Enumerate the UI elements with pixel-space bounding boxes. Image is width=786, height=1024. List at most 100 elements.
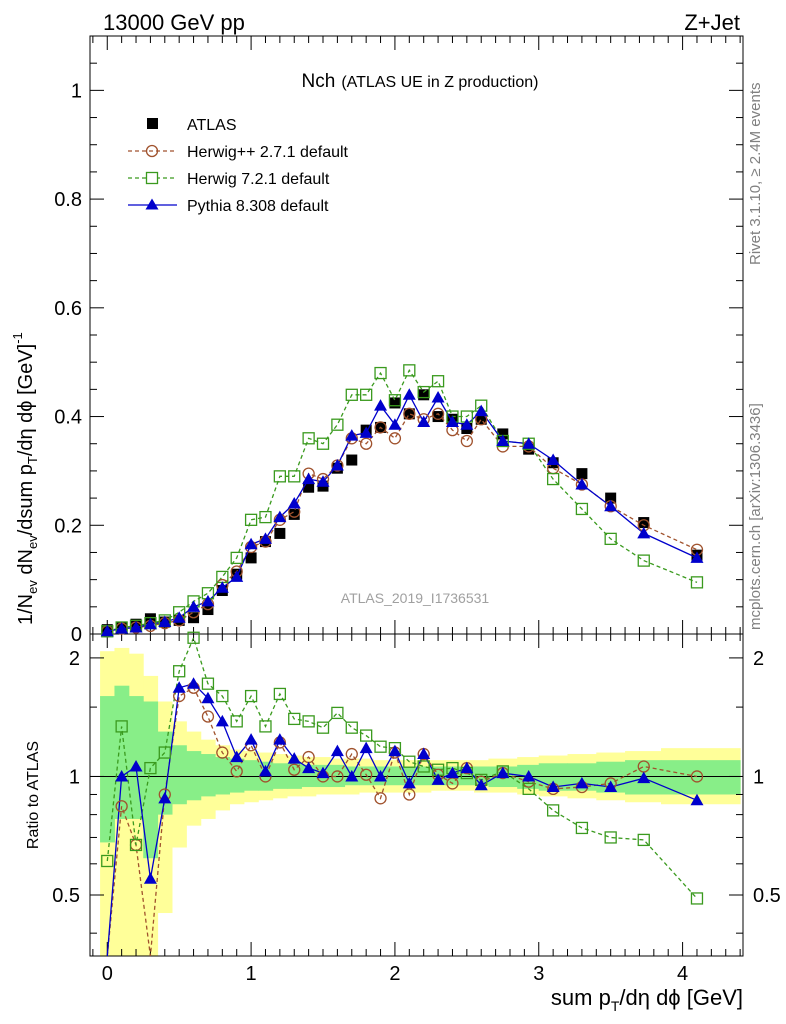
pythia-point — [302, 472, 316, 485]
ratio-herwig7-point — [331, 706, 344, 720]
ratio-pythia-point — [201, 691, 215, 704]
ratio-herwig7-point — [259, 720, 272, 733]
ratio-herwig7-point — [637, 833, 650, 847]
atlas-data-point — [288, 508, 300, 520]
atlas-data-point — [418, 389, 430, 401]
atlas-data-point — [605, 492, 617, 504]
pythia-point — [359, 426, 373, 438]
ratio-pythia-point — [115, 769, 129, 782]
herwig7-point — [345, 388, 358, 401]
plot-title: Nch (ATLAS UE in Z production) — [302, 71, 539, 92]
ratio-pythia-point — [215, 714, 229, 727]
side-text-top: Rivet 3.1.10, ≥ 2.4M events — [747, 83, 764, 266]
ratio-herwig7-point — [115, 720, 128, 733]
ratio-herwig7-point — [316, 721, 330, 734]
herwig7-point — [316, 437, 330, 450]
pythia-point — [496, 434, 510, 447]
header-right: Z+Jet — [684, 10, 740, 35]
ratio-pythia-point — [129, 759, 143, 772]
ratio-herwig7-point — [216, 689, 229, 703]
herwigpp-point — [431, 407, 445, 420]
ratio-pythia-point — [637, 771, 651, 784]
herwigpp-point — [374, 421, 387, 434]
ratio-pythia-point — [273, 733, 287, 745]
ratio-pythia-point — [496, 766, 510, 779]
atlas-data-point — [346, 454, 358, 466]
ratio-band-green — [114, 685, 130, 819]
herwig7-point — [546, 472, 560, 486]
pythia-point — [129, 620, 143, 633]
ratio-herwigpp-point — [360, 768, 373, 781]
ratio-herwigpp-point — [331, 770, 344, 783]
x-tick-label: 0 — [102, 963, 113, 985]
pythia-point — [522, 437, 536, 449]
pythia-point — [345, 429, 359, 441]
ratio-herwigpp-point — [345, 747, 358, 761]
ratio-band-green — [215, 757, 231, 795]
ratio-pythia-point — [287, 752, 301, 764]
ratio-band-green — [229, 758, 245, 793]
legend-pythia-label: Pythia 8.308 default — [187, 198, 329, 215]
atlas-data-point — [274, 527, 286, 539]
ratio-band-green — [128, 696, 144, 819]
header-left: 13000 GeV pp — [103, 10, 245, 35]
ratio-tick-label-right: 2 — [753, 648, 764, 670]
ratio-tick-label-right: 0.5 — [753, 885, 781, 907]
herwig7-point — [259, 510, 272, 524]
legend: ATLAS Herwig++ 2.7.1 default Herwig 7.2.… — [128, 117, 349, 215]
legend-herwig7-label: Herwig 7.2.1 default — [187, 171, 330, 188]
ratio-herwig7-point — [273, 687, 287, 701]
ratio-herwig7-point — [690, 892, 704, 905]
atlas-data-point — [303, 481, 315, 493]
herwig7-point — [417, 385, 430, 399]
ratio-tick-label-left: 0.5 — [52, 885, 80, 907]
ratio-herwig7-point — [230, 715, 243, 728]
pythia-point — [388, 418, 402, 430]
ratio-herwig7-point — [144, 761, 157, 775]
ratio-band-green — [171, 745, 187, 805]
herwig7-point — [230, 551, 243, 565]
ratio-herwig7-point — [158, 746, 171, 759]
ratio-pythia-point — [474, 778, 488, 791]
ratio-pythia-point — [445, 766, 459, 779]
ratio-tick-label-left: 2 — [69, 648, 80, 670]
herwig7-point — [431, 375, 445, 388]
ratio-herwig7-point — [374, 740, 387, 753]
ratio-herwig7-line — [106, 635, 698, 899]
ratio-pythia-point — [388, 744, 402, 757]
ratio-band-green — [143, 701, 159, 859]
y-axis-title-bottom: Ratio to ATLAS — [25, 741, 42, 849]
herwig7-point — [244, 513, 258, 526]
herwig7-point — [575, 502, 589, 516]
pythia-point — [316, 475, 330, 487]
atlas-data-point — [389, 397, 401, 409]
herwig7-point — [302, 432, 315, 445]
plot-layer: 0 1 2 3 4 0 0.2 0.4 0.6 0.8 1 0.5 0.5 1 1 2 2 — [52, 35, 781, 985]
ratio-herwig7-point — [201, 677, 215, 690]
ratio-pythia-point — [546, 780, 560, 793]
ratio-band-green — [416, 766, 432, 786]
bottom-panel-frame — [89, 633, 744, 957]
y-axis-title-top: 1/Nev dNev/dsum pT/dη dϕ [GeV]-1 — [10, 332, 40, 625]
ratio-pythia-point — [431, 773, 445, 785]
x-tick-label: 2 — [389, 963, 400, 985]
pythia-point — [431, 391, 445, 403]
ratio-herwigpp-point — [115, 800, 128, 813]
y-tick-label: 0.8 — [54, 189, 82, 211]
pythia-point — [172, 611, 186, 623]
atlas-data-point — [576, 468, 588, 480]
herwigpp-point — [360, 437, 373, 450]
pythia-point — [460, 418, 474, 430]
ratio-herwigpp-point — [374, 792, 387, 805]
ratio-herwigpp-point — [216, 746, 229, 759]
ratio-tick-label-left: 1 — [69, 766, 80, 788]
ratio-band-green — [661, 760, 741, 795]
ratio-band-green — [402, 766, 417, 786]
ratio-band-green — [186, 751, 202, 801]
ratio-herwig7-point — [345, 721, 358, 734]
ratio-pythia-point — [522, 769, 536, 782]
ratio-herwig7-point — [302, 715, 315, 728]
ratio-pythia-point — [604, 780, 618, 793]
herwig7-point — [388, 394, 402, 407]
legend-herwigpp-marker — [145, 144, 159, 158]
